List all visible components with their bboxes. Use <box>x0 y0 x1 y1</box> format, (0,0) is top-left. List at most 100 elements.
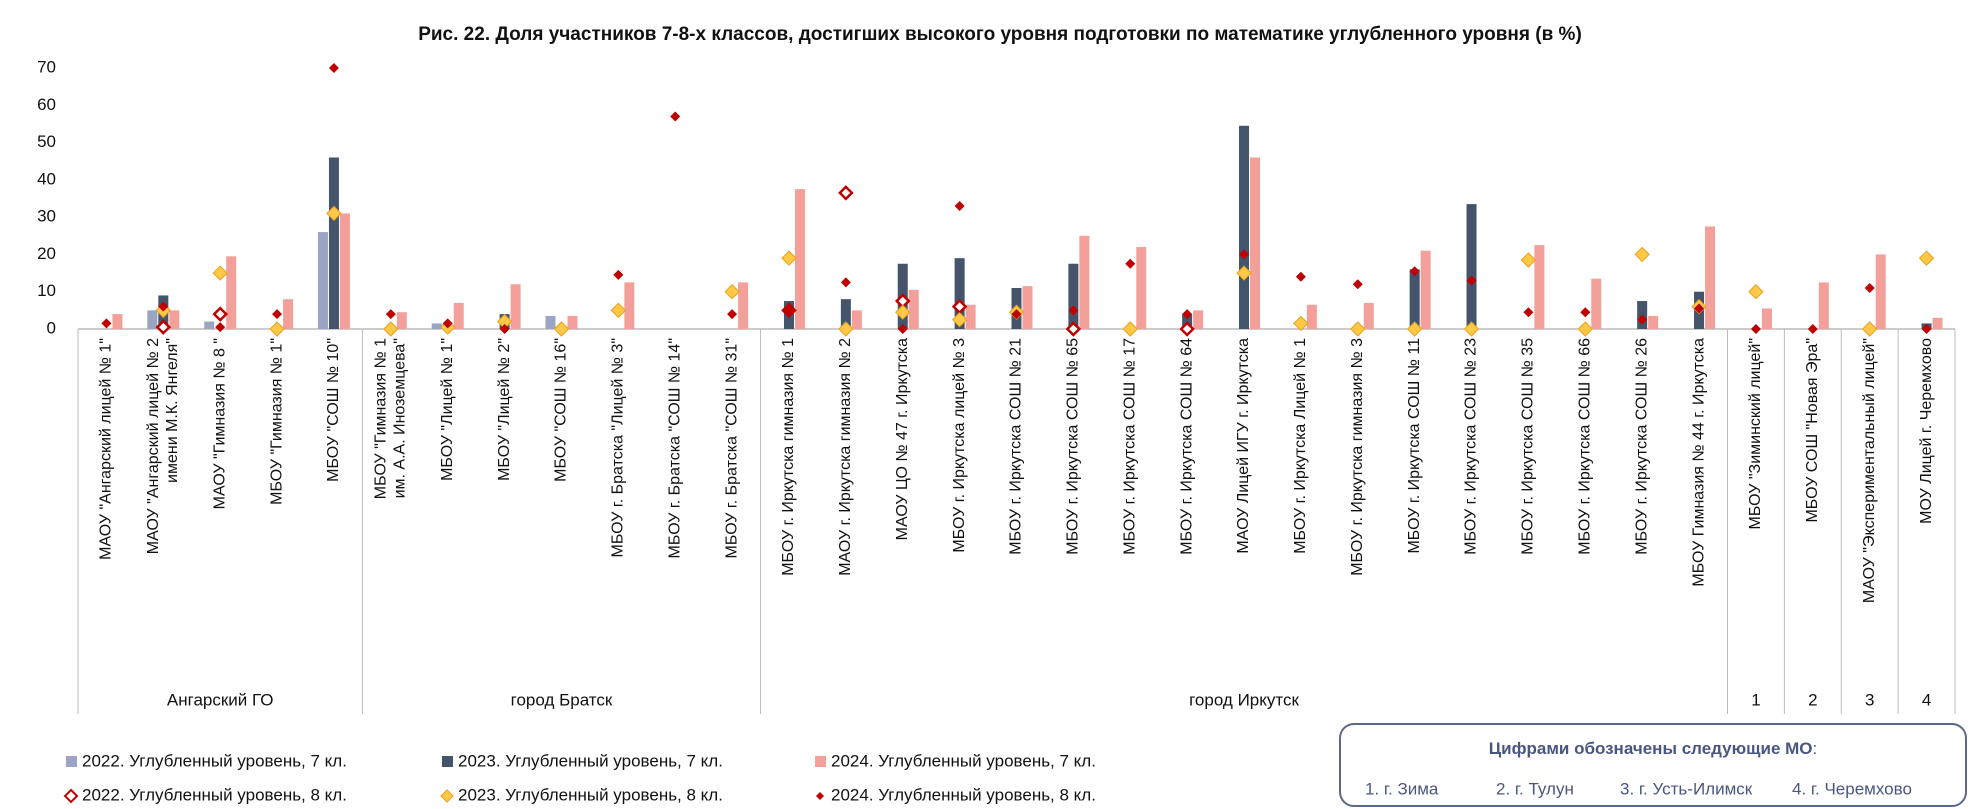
marker <box>385 309 396 320</box>
legend-label: 2023. Углубленный уровень, 7 кл. <box>458 751 723 770</box>
category-label: МБОУ г. Иркутска СОШ № 11 <box>1406 338 1423 554</box>
category-label: МАОУ Лицей ИГУ г. Иркутска <box>1235 338 1252 554</box>
legend-swatch <box>815 756 826 767</box>
category-label: МБОУ г. Иркутска СОШ № 66 <box>1577 338 1594 555</box>
marker <box>215 322 226 333</box>
note-item: 3. г. Усть-Илимск <box>1620 779 1753 798</box>
y-tick-label: 60 <box>37 95 56 114</box>
category-label: МБОУ "Гимназия № 1 им. А.А. Иноземцева" <box>373 338 409 499</box>
marker <box>1293 315 1309 332</box>
category-label: МБОУ г. Иркутска СОШ № 35 <box>1520 338 1537 555</box>
x-tick-label: МАОУ ЦО № 47 г. Иркутска <box>894 338 911 540</box>
bar <box>738 282 749 329</box>
bar <box>851 310 862 329</box>
x-tick-label: МБОУ г. Иркутска СОШ № 11 <box>1406 338 1423 554</box>
bar <box>431 323 442 329</box>
group-label: 2 <box>1808 690 1817 709</box>
category-label: МБОУ "Гимназия № 1" <box>268 338 285 505</box>
legend-swatch <box>440 789 454 803</box>
bar <box>1648 315 1659 329</box>
marker <box>727 309 738 320</box>
x-tick-label: МБОУ "Лицей № 2" <box>496 338 513 481</box>
legend-swatch <box>816 792 824 800</box>
category-label: МБОУ г. Иркутска СОШ № 65 <box>1065 338 1082 555</box>
marker <box>1577 321 1593 337</box>
bar <box>1068 263 1079 329</box>
marker <box>783 305 794 316</box>
marker <box>328 63 339 73</box>
note-item: 2. г. Тулун <box>1496 779 1574 798</box>
marker <box>326 205 342 222</box>
category-label: МБОУ "Лицей № 1" <box>439 338 456 481</box>
x-tick-label: МАОУ г. Иркутска гимназия № 2 <box>837 338 854 576</box>
bar <box>396 312 407 329</box>
y-tick-label: 40 <box>37 169 56 188</box>
marker <box>1239 249 1250 260</box>
x-tick-label: МБОУ "СОШ № 10" <box>325 338 342 482</box>
marker <box>1406 321 1423 337</box>
marker <box>954 200 965 211</box>
marker <box>1864 282 1875 293</box>
category-label: МБОУ г. Иркутска СОШ № 21 <box>1008 338 1025 555</box>
legend-swatch <box>442 756 453 767</box>
category-label: МБОУ г. Иркутска СОШ № 26 <box>1633 338 1650 555</box>
category-label: МАОУ "Экспериментальный лицей" <box>1861 338 1878 603</box>
x-tick-label: МБОУ г. Иркутска Лицей № 1 <box>1292 338 1309 554</box>
category-label: МБОУ "СОШ № 10" <box>325 338 342 482</box>
marker <box>897 324 908 334</box>
bar <box>965 304 976 329</box>
marker <box>442 318 453 329</box>
marker <box>840 277 851 288</box>
x-tick-label: МБОУ г. Братска "Лицей № 3" <box>610 338 627 557</box>
bar <box>545 315 556 329</box>
x-tick-label: МОУ Лицей г. Черемхово <box>1918 338 1935 524</box>
marker <box>1918 250 1935 266</box>
marker <box>383 321 399 337</box>
bar <box>328 157 339 329</box>
bar <box>1932 317 1943 329</box>
x-tick-label: МБОУ г. Иркутска СОШ № 21 <box>1008 338 1025 555</box>
marker <box>1011 309 1022 320</box>
x-tick-label: МАОУ "Экспериментальный лицей" <box>1861 338 1878 603</box>
bar <box>1534 245 1545 329</box>
category-label: МБОУ г. Иркутска СОШ № 64 <box>1178 338 1195 555</box>
x-tick-label: МАОУ Лицей ИГУ г. Иркутска <box>1235 338 1252 554</box>
bar <box>204 321 215 329</box>
x-tick-label: МБОУ "Лицей № 1" <box>439 338 456 481</box>
bar <box>112 314 123 329</box>
x-tick-label: МБОУ г. Иркутска лицей № 3 <box>951 338 968 553</box>
y-tick-label: 10 <box>37 281 56 300</box>
marker <box>1520 252 1537 268</box>
legend-label: 2022. Углубленный уровень, 7 кл. <box>82 751 347 770</box>
x-tick-label: МАОУ "Ангарский лицей № 2 <box>145 338 162 554</box>
bar <box>1466 204 1477 329</box>
marker <box>781 250 797 266</box>
bar <box>567 315 578 329</box>
category-label: МАОУ ЦО № 47 г. Иркутска <box>894 338 911 540</box>
group-label: город Иркутск <box>1189 690 1299 709</box>
marker <box>610 302 627 319</box>
bar <box>1136 246 1147 329</box>
y-tick-label: 50 <box>37 132 56 151</box>
marker <box>212 265 228 281</box>
category-label: МБОУ г. Иркутска гимназия № 1 <box>780 338 797 576</box>
y-tick-label: 0 <box>47 318 56 337</box>
x-tick-label: МБОУ г. Иркутска СОШ № 66 <box>1577 338 1594 555</box>
category-label: МБОУ г. Братска "Лицей № 3" <box>610 338 627 557</box>
bar <box>1818 282 1829 329</box>
marker <box>1179 321 1195 337</box>
marker <box>1694 303 1705 314</box>
legend-swatch <box>63 788 79 804</box>
category-label: МБОУ г. Иркутска СОШ № 17 <box>1121 338 1138 555</box>
legend-label: 2024. Углубленный уровень, 8 кл. <box>831 785 1096 804</box>
bar <box>1875 254 1886 329</box>
marker <box>1409 266 1420 277</box>
category-label: МАОУ "Ангарский лицей № 1" <box>98 338 115 560</box>
note-item: 1. г. Зима <box>1365 779 1439 798</box>
bar <box>283 299 294 329</box>
marker <box>1523 307 1534 318</box>
category-label: МАОУ "Ангарский лицей № 2 имени М.К. Янге… <box>145 338 181 554</box>
marker <box>155 319 172 335</box>
bar <box>1022 286 1033 329</box>
marker <box>269 321 285 337</box>
